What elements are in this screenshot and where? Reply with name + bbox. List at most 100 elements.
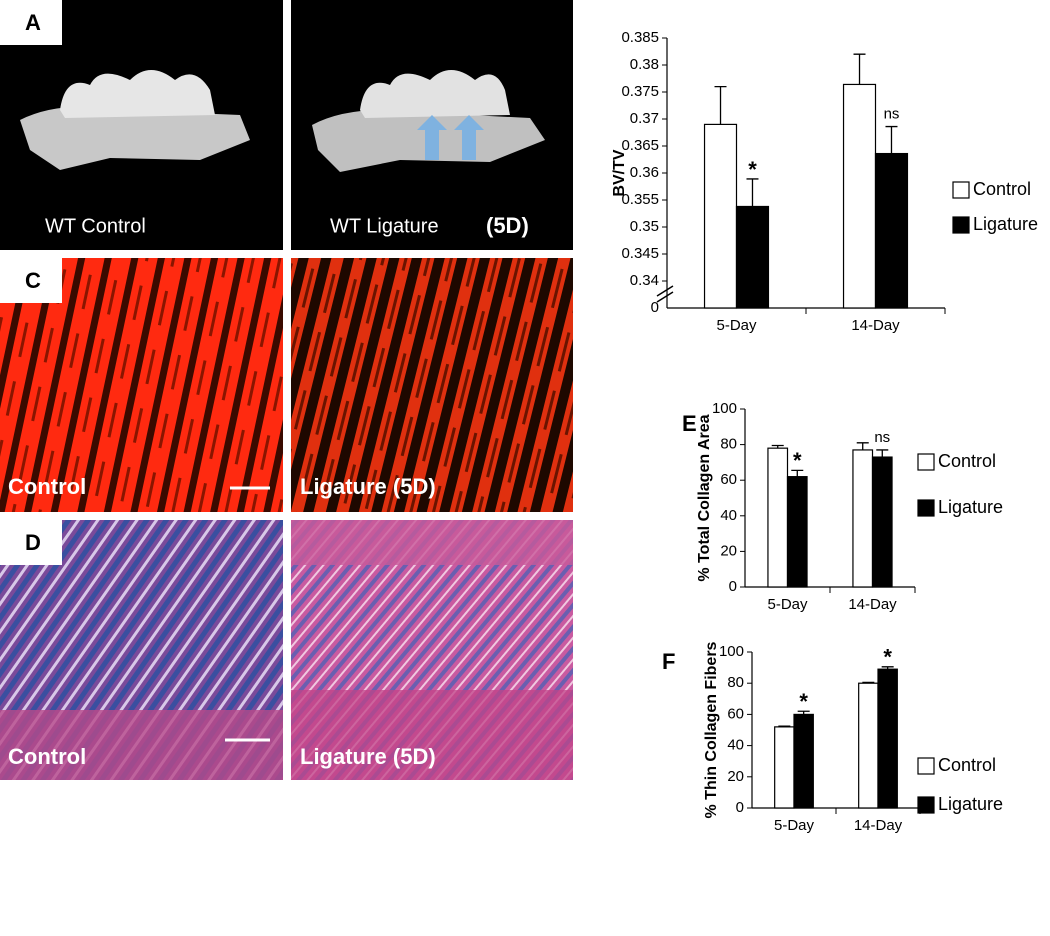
y-tick-label: 60 — [720, 471, 737, 488]
legend-swatch — [917, 796, 935, 814]
x-tick-label: 5-Day — [716, 317, 757, 334]
annotation: ns — [884, 106, 900, 123]
y-tick-label: 20 — [727, 768, 744, 785]
legend-swatch — [917, 757, 935, 775]
y-tick-label: 0 — [736, 799, 744, 816]
chart: 0 20 40 60 80 100% Thin Collagen Fibers F 5-Day… — [662, 641, 1003, 834]
error-bar — [876, 449, 889, 458]
annotation: * — [748, 157, 757, 182]
y-tick-label: 40 — [727, 737, 744, 754]
y-tick-label: 0.38 — [630, 56, 659, 73]
bar — [874, 152, 909, 309]
annotation: * — [799, 689, 808, 714]
label-box — [0, 520, 62, 565]
bar — [793, 713, 814, 809]
annotation: * — [793, 448, 802, 473]
panel-a: A WT Control WT Ligature (5D) — [0, 0, 573, 250]
y-tick-label: 20 — [720, 542, 737, 559]
axis-break — [656, 285, 674, 303]
y-tick-label: 0.36 — [630, 164, 659, 181]
y-break-label: 0 — [651, 299, 659, 316]
teeth — [360, 70, 510, 118]
y-tick-label: 80 — [720, 436, 737, 453]
panel-letter: C — [25, 268, 41, 293]
panel-letter: A — [25, 10, 41, 35]
legend-label: Control — [938, 451, 996, 471]
tissue-band — [291, 520, 573, 565]
y-tick-label: 0.34 — [630, 272, 659, 289]
panel-c: C Control Ligature (5D) — [0, 258, 573, 512]
error-bar — [791, 469, 804, 477]
legend-label: Ligature — [938, 794, 1003, 814]
error-bar — [746, 178, 759, 207]
y-axis-label: BV/TV — [611, 149, 628, 196]
bar — [877, 668, 898, 809]
panel-d: D Control Ligature (5D) — [0, 520, 573, 780]
caption: Ligature (5D) — [300, 474, 436, 499]
panel-letter: D — [25, 530, 41, 555]
image-ligature — [291, 258, 573, 512]
error-bar — [885, 125, 898, 154]
bar — [735, 205, 770, 309]
bar — [767, 447, 789, 588]
caption: Ligature (5D) — [300, 744, 436, 769]
x-tick-label: 14-Day — [854, 817, 903, 834]
y-tick-label: 0.35 — [630, 218, 659, 235]
tissue-band — [0, 710, 283, 780]
panel-letter: E — [682, 411, 697, 436]
error-bar — [853, 53, 866, 85]
error-bar — [881, 666, 894, 670]
bar — [871, 456, 893, 588]
caption: Control — [8, 744, 86, 769]
caption: WT Control — [45, 215, 146, 237]
annotation: ns — [874, 429, 890, 446]
tissue-band — [291, 690, 573, 780]
x-tick-label: 14-Day — [851, 317, 900, 334]
arrows — [417, 115, 484, 160]
bar — [774, 726, 795, 809]
y-tick-label: 0.365 — [621, 137, 659, 154]
legend-swatch — [917, 499, 935, 517]
legend-label: Ligature — [938, 497, 1003, 517]
error-bar — [778, 725, 791, 727]
y-tick-label: 100 — [719, 643, 744, 660]
chart: 0.34 0.345 0.35 0.355 0.36 0.365 0.37 0.375 0.38… — [611, 29, 1038, 334]
panel-letter: F — [662, 649, 675, 674]
teeth — [60, 70, 215, 118]
y-axis-label: % Total Collagen Area — [696, 414, 713, 581]
y-tick-label: 40 — [720, 507, 737, 524]
legend-swatch — [952, 181, 970, 199]
caption: Control — [8, 474, 86, 499]
error-bar — [856, 442, 869, 450]
y-tick-label: 0.345 — [621, 245, 659, 262]
y-tick-label: 60 — [727, 705, 744, 722]
legend-swatch — [952, 216, 970, 234]
y-axis-label: % Thin Collagen Fibers — [703, 641, 720, 818]
y-tick-label: 0.385 — [621, 29, 659, 46]
x-tick-label: 5-Day — [774, 817, 815, 834]
x-tick-label: 5-Day — [767, 596, 808, 613]
y-tick-label: 0 — [729, 578, 737, 595]
label-box — [0, 258, 62, 303]
y-tick-label: 80 — [727, 674, 744, 691]
bar — [852, 449, 874, 588]
error-bar — [862, 681, 875, 684]
legend-label: Control — [973, 179, 1031, 199]
y-tick-label: 100 — [712, 400, 737, 417]
error-bar — [797, 710, 810, 715]
label-box — [0, 0, 62, 45]
y-tick-label: 0.375 — [621, 83, 659, 100]
y-tick-label: 0.355 — [621, 191, 659, 208]
x-tick-label: 14-Day — [848, 596, 897, 613]
legend-label: Ligature — [973, 214, 1038, 234]
bar — [858, 682, 879, 809]
bar — [703, 123, 738, 309]
jaw — [20, 106, 250, 170]
y-tick-label: 0.37 — [630, 110, 659, 127]
caption-suffix: (5D) — [486, 213, 529, 238]
annotation: * — [883, 645, 892, 670]
error-bar — [771, 444, 784, 449]
